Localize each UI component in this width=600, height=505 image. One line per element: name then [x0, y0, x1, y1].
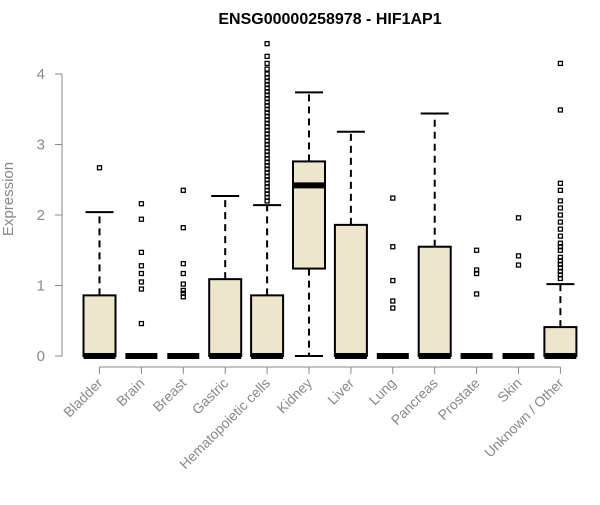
- outlier-point: [390, 244, 396, 250]
- x-tick-label: Pancreas: [388, 375, 441, 428]
- outlier-point: [96, 165, 103, 171]
- outlier-point: [138, 263, 145, 269]
- outlier-point: [138, 216, 145, 222]
- outlier-point: [180, 225, 186, 231]
- outlier-point: [138, 286, 145, 292]
- outlier-point: [557, 254, 564, 260]
- outlier-point: [557, 219, 564, 225]
- x-tick-label: Lung: [366, 375, 399, 408]
- outlier-point: [557, 180, 564, 186]
- outlier-point: [557, 240, 564, 246]
- outlier-point: [180, 260, 186, 267]
- chart-title: ENSG00000258978 - HIF1AP1: [218, 11, 441, 28]
- x-tick-label: Unknown / Other: [481, 375, 567, 461]
- outlier-point: [557, 187, 564, 193]
- outlier-point: [557, 233, 564, 239]
- outlier-point: [515, 253, 522, 259]
- outlier-point: [180, 290, 186, 296]
- box: [82, 294, 117, 357]
- outlier-point: [473, 247, 480, 253]
- y-tick-label: 4: [37, 66, 45, 83]
- outlier-point: [515, 262, 522, 268]
- outlier-point: [390, 195, 396, 201]
- outlier-point: [264, 60, 270, 67]
- y-tick-label: 3: [37, 137, 45, 154]
- y-tick-label: 0: [37, 348, 45, 365]
- outlier-point: [557, 198, 564, 204]
- outlier-point: [473, 291, 480, 297]
- x-tick-label: Brain: [113, 375, 147, 409]
- outlier-point: [138, 279, 145, 285]
- outlier-point: [180, 281, 186, 287]
- outlier-point: [557, 226, 564, 232]
- y-axis-label: Expression: [0, 162, 17, 236]
- outlier-point: [138, 249, 145, 256]
- box: [543, 326, 578, 358]
- outlier-point: [264, 66, 270, 72]
- outlier-point: [180, 287, 186, 294]
- outlier-point: [557, 107, 564, 113]
- box: [292, 160, 326, 270]
- outlier-point: [138, 201, 145, 207]
- outlier-point: [264, 53, 270, 60]
- box: [208, 278, 243, 357]
- outlier-point: [264, 41, 270, 47]
- outlier-point: [390, 298, 396, 304]
- outlier-point: [515, 215, 522, 221]
- x-tick-label: Prostate: [435, 375, 483, 423]
- outlier-point: [557, 205, 564, 211]
- outlier-point: [264, 71, 270, 77]
- box: [417, 245, 452, 358]
- box: [333, 223, 368, 357]
- outlier-point: [473, 267, 480, 273]
- outlier-point: [390, 277, 396, 284]
- outlier-point: [390, 305, 396, 311]
- x-tick-label: Bladder: [60, 375, 106, 421]
- x-tick-label: Liver: [324, 375, 357, 408]
- outlier-point: [180, 270, 186, 277]
- box: [250, 294, 285, 357]
- x-tick-label: Breast: [149, 375, 189, 415]
- y-tick-label: 1: [37, 278, 45, 295]
- outlier-point: [557, 212, 564, 218]
- x-tick-label: Skin: [494, 375, 525, 406]
- outlier-point: [557, 60, 564, 67]
- outlier-point: [138, 320, 145, 327]
- outlier-point: [180, 187, 186, 193]
- outlier-point: [138, 270, 145, 277]
- x-tick-label: Kidney: [274, 375, 316, 417]
- y-tick-label: 2: [37, 207, 45, 224]
